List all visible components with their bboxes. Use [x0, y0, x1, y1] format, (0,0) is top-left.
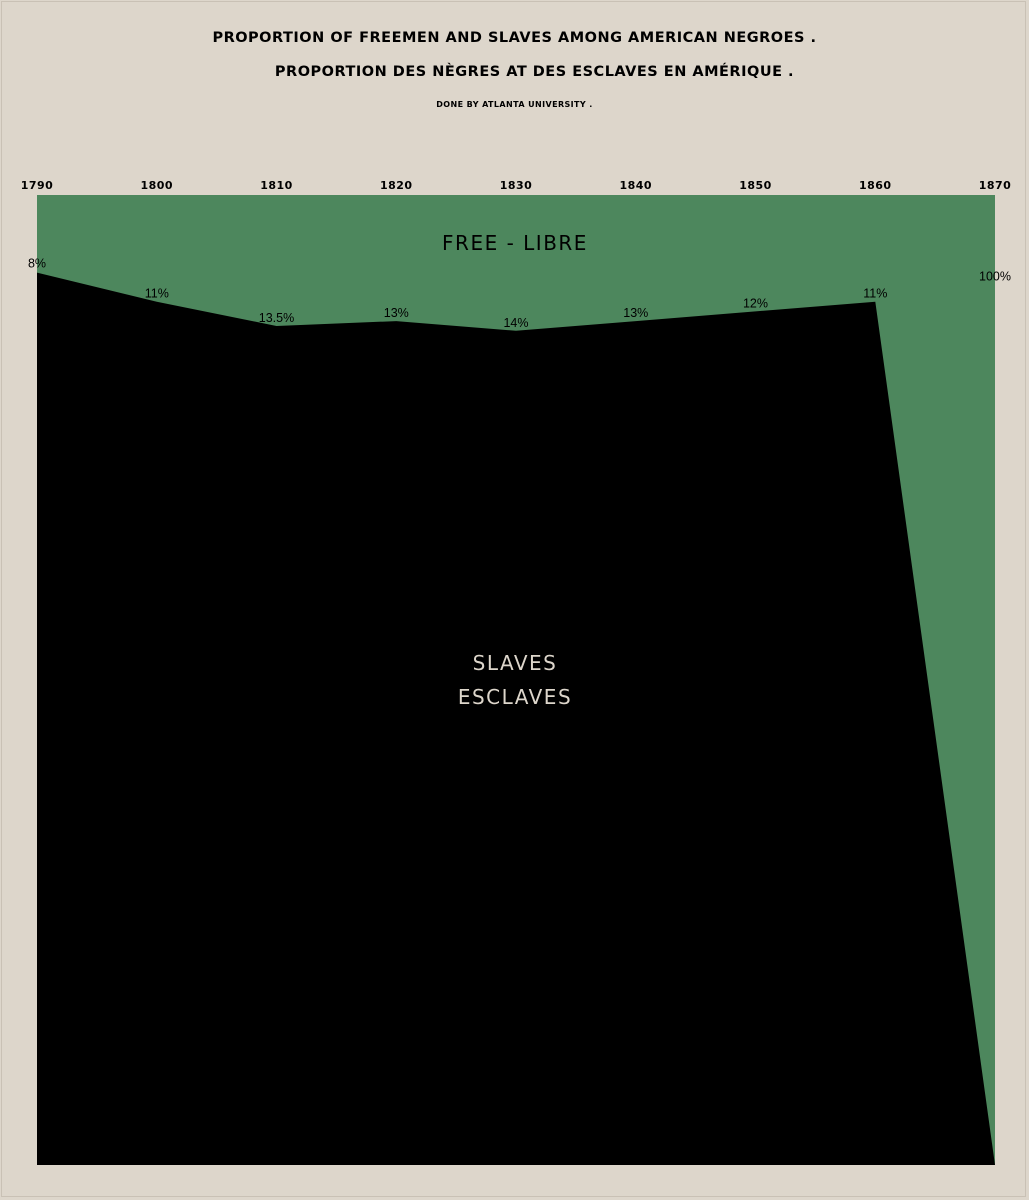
- data-label-1820: 13%: [384, 306, 409, 320]
- chart-areas: [37, 195, 995, 1166]
- year-label-1790: 1790: [21, 179, 54, 192]
- slaves-region-label: SLAVES: [473, 651, 558, 675]
- data-label-1840: 13%: [623, 306, 648, 320]
- x-axis-tick-labels: 1790 1800 1810 1820 1830 1840 1850 1860 1870: [21, 179, 1012, 192]
- free-region-label: FREE - LIBRE: [442, 231, 588, 255]
- chart-title: PROPORTION OF FREEMEN AND SLAVES AMONG A…: [212, 30, 817, 46]
- year-label-1810: 1810: [260, 179, 293, 192]
- data-label-1850: 12%: [743, 296, 768, 310]
- data-label-1790: 8%: [28, 257, 46, 271]
- year-label-1830: 1830: [500, 179, 533, 192]
- data-label-1830: 14%: [503, 316, 528, 330]
- data-label-1870: 100%: [979, 269, 1011, 283]
- data-label-1800: 11%: [145, 287, 169, 301]
- region-labels: FREE - LIBRE SLAVES ESCLAVES: [442, 231, 588, 709]
- year-label-1800: 1800: [140, 179, 173, 192]
- data-labels: 8% 11% 13.5% 13% 14% 13% 12% 11% 100%: [28, 257, 1011, 330]
- year-label-1860: 1860: [859, 179, 892, 192]
- slaves-area: [37, 272, 995, 1166]
- data-label-1860: 11%: [863, 287, 887, 301]
- data-label-1810: 13.5%: [259, 311, 294, 325]
- year-label-1820: 1820: [380, 179, 413, 192]
- year-label-1840: 1840: [619, 179, 652, 192]
- esclaves-region-label: ESCLAVES: [458, 685, 572, 709]
- chart-credit: DONE BY ATLANTA UNIVERSITY .: [436, 100, 593, 109]
- year-label-1870: 1870: [979, 179, 1012, 192]
- chart-title-french: PROPORTION DES NÈGRES AT DES ESCLAVES EN…: [274, 64, 795, 80]
- year-label-1850: 1850: [739, 179, 772, 192]
